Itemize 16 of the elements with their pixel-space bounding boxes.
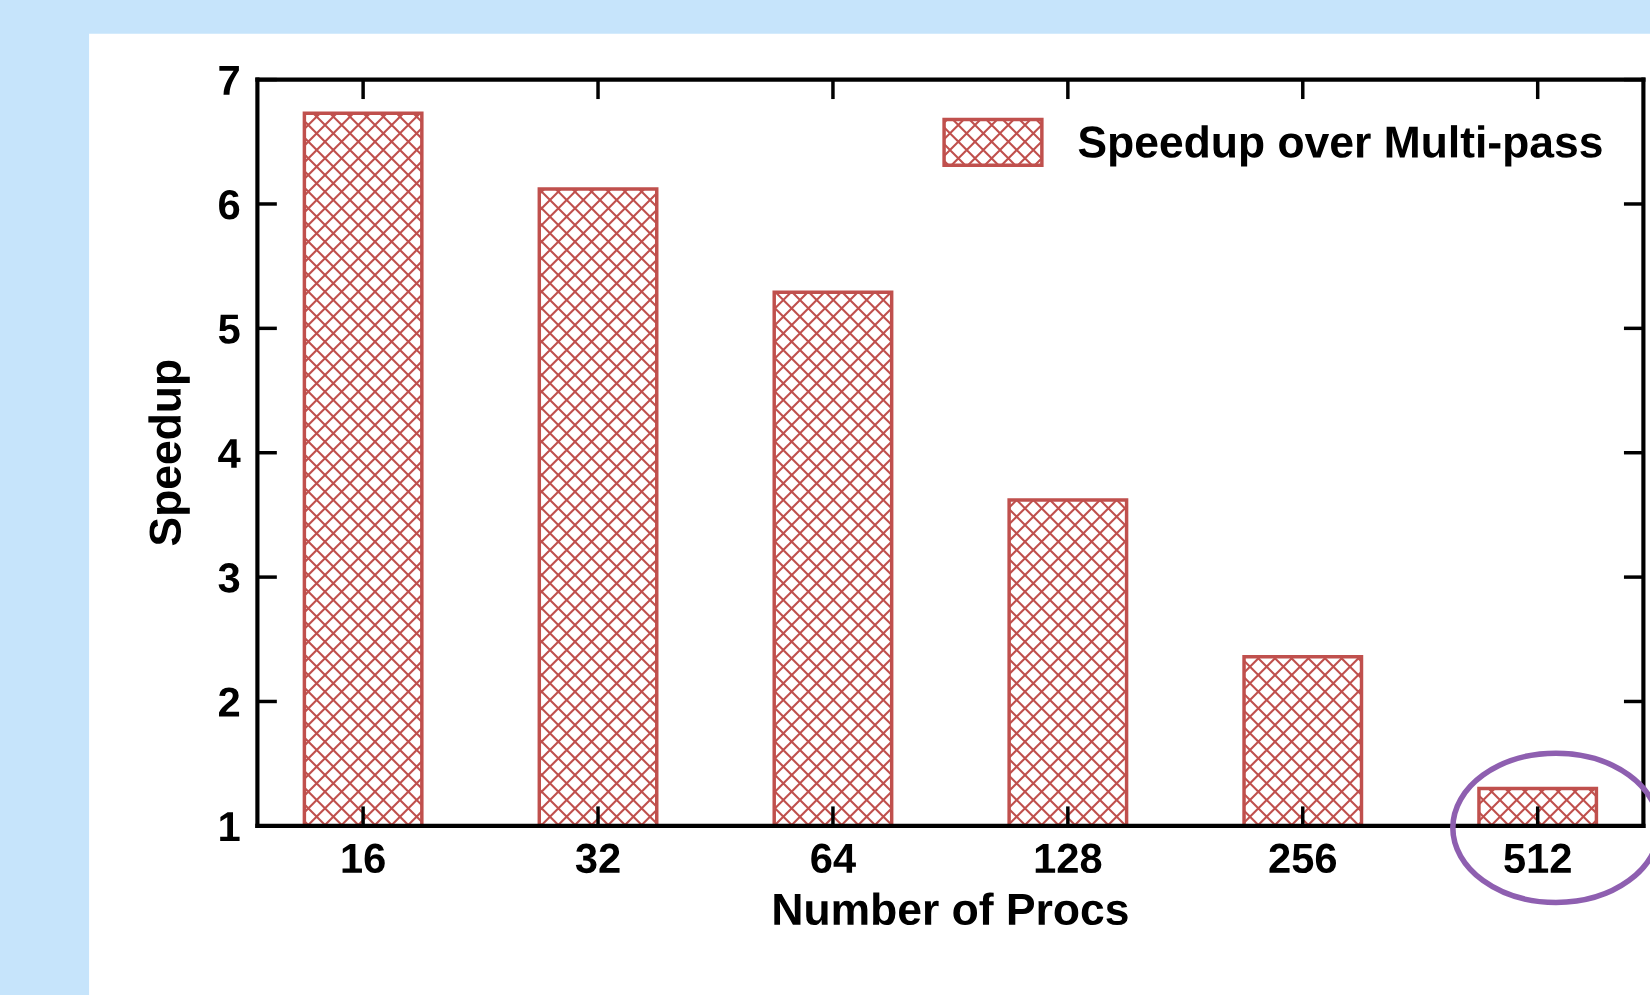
x-axis-title: Number of Procs — [774, 892, 1128, 926]
y-tick-label: 7 — [219, 66, 239, 95]
y-tick-label: 6 — [219, 189, 240, 220]
y-tick-label: 2 — [219, 687, 240, 717]
x-tick-label: 128 — [1035, 843, 1102, 874]
x-tick-label: 256 — [1269, 843, 1337, 874]
y-axis-title: Speedup — [148, 360, 190, 546]
x-tick-label: 64 — [811, 843, 856, 874]
x-tick-label: 32 — [575, 843, 620, 874]
y-tick-label: 4 — [218, 439, 241, 468]
x-tick-label: 512 — [1504, 843, 1571, 874]
y-tick-label: 5 — [218, 314, 240, 344]
y-tick-label: 1 — [220, 812, 240, 841]
legend-label: Speedup over Multi-pass — [1078, 125, 1602, 167]
y-tick-label: 3 — [218, 563, 240, 593]
x-tick-label: 16 — [342, 843, 385, 874]
